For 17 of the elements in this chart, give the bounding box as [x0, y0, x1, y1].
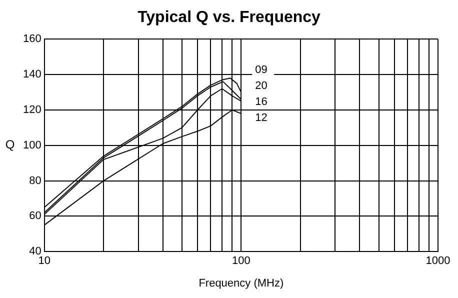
series-label: 09 [255, 64, 268, 76]
y-tick-label: 160 [22, 33, 42, 46]
y-tick-label: 140 [22, 68, 42, 81]
y-tick-label: 60 [29, 210, 42, 222]
x-tick-label: 10 [38, 255, 50, 268]
x-axis-title: Frequency (MHz) [198, 277, 284, 290]
y-axis-title: Q [5, 138, 15, 152]
x-tick-label: 100 [232, 255, 250, 268]
x-tick-label: 1000 [426, 255, 450, 268]
y-tick-label: 40 [29, 246, 42, 258]
series-label: 12 [255, 112, 268, 124]
chart-title: Typical Q vs. Frequency [138, 9, 321, 26]
y-tick-label: 120 [22, 104, 42, 116]
y-tick-label: 80 [29, 174, 42, 187]
y-tick-label: 100 [22, 139, 42, 152]
series-label: 20 [255, 80, 268, 92]
series-label: 16 [255, 96, 268, 108]
